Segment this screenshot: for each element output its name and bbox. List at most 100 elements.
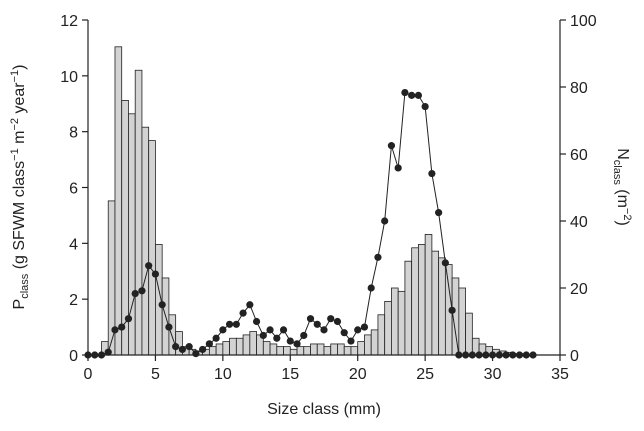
point xyxy=(401,88,409,97)
point xyxy=(239,309,247,317)
point xyxy=(279,326,288,334)
y-label-part: ) xyxy=(11,65,28,70)
point xyxy=(232,320,240,328)
point xyxy=(320,326,328,334)
point xyxy=(360,323,369,331)
x-tick-label: 25 xyxy=(416,366,434,383)
y-label-part: (g SFWM class xyxy=(11,161,28,274)
histogram-bar xyxy=(269,343,278,356)
point xyxy=(313,320,321,328)
x-tick-label: 5 xyxy=(151,366,160,383)
histogram-bar xyxy=(377,314,386,356)
histogram-bar xyxy=(262,341,271,356)
point xyxy=(145,262,153,270)
histogram-bar xyxy=(249,331,257,356)
y-tick-label: 6 xyxy=(69,181,78,198)
point xyxy=(327,315,335,323)
histogram-bar xyxy=(141,126,150,356)
histogram-bar xyxy=(148,140,156,356)
y2-label-part: −2 xyxy=(621,208,633,221)
point xyxy=(448,306,456,314)
histogram-bar xyxy=(303,346,311,356)
y-label-part: P xyxy=(11,299,28,310)
histogram-bar xyxy=(222,341,231,356)
y-tick-label: 4 xyxy=(69,236,78,253)
histogram-bar xyxy=(350,346,359,356)
y2-tick-label: 20 xyxy=(570,281,588,298)
y2-tick-label: 40 xyxy=(570,214,588,231)
histogram-bar xyxy=(215,343,224,356)
histogram-bar xyxy=(289,348,298,356)
histogram-bar xyxy=(316,343,325,356)
point xyxy=(219,326,227,334)
point xyxy=(273,334,281,342)
x-tick-label: 30 xyxy=(484,366,502,383)
point xyxy=(374,253,382,261)
y2-tick-label: 100 xyxy=(570,13,597,30)
histogram-bar xyxy=(458,287,467,356)
histogram-bar xyxy=(357,341,365,356)
point xyxy=(340,329,348,337)
histogram-bar xyxy=(276,346,284,356)
point xyxy=(441,259,449,267)
point xyxy=(111,326,119,334)
histogram-bar xyxy=(208,346,217,356)
y-tick-label: 0 xyxy=(69,348,78,365)
point xyxy=(124,315,133,323)
histogram-bar xyxy=(323,346,332,356)
point xyxy=(158,301,166,309)
y-label-part: −2 xyxy=(9,118,21,131)
histogram-bar xyxy=(411,247,419,356)
y2-tick-label: 80 xyxy=(570,80,588,97)
y-label-part: class xyxy=(19,273,31,299)
y2-axis-label: Nclass (m−2) xyxy=(611,148,633,226)
y-tick-label: 2 xyxy=(69,292,78,309)
point xyxy=(131,289,139,298)
point xyxy=(252,317,261,326)
y-label-part: −1 xyxy=(9,148,21,161)
histogram-bar xyxy=(330,343,338,356)
histogram-bar xyxy=(134,69,143,356)
point xyxy=(138,287,146,295)
histogram-bar xyxy=(310,343,318,356)
histogram-bar xyxy=(114,46,123,356)
x-tick-label: 35 xyxy=(551,366,569,383)
y2-label-part: class xyxy=(611,160,623,186)
y-axis-label: Pclass (g SFWM class−1 m−2 year−1) xyxy=(9,65,31,310)
histogram-bar xyxy=(364,334,372,356)
point xyxy=(165,323,173,331)
point xyxy=(421,102,429,111)
point xyxy=(333,317,342,326)
point xyxy=(394,164,402,172)
y2-tick-label: 60 xyxy=(570,147,588,164)
histogram-bar xyxy=(397,290,406,356)
point xyxy=(172,343,180,351)
point xyxy=(435,209,443,217)
y-tick-label: 8 xyxy=(69,125,78,142)
point xyxy=(192,350,200,358)
point xyxy=(185,343,193,351)
histogram-bar xyxy=(370,329,379,356)
y-label-part: −1 xyxy=(9,70,21,83)
point xyxy=(212,334,220,342)
y2-label-part: N xyxy=(614,148,631,160)
y-label-part: m xyxy=(11,131,28,149)
histogram-bar xyxy=(343,346,352,356)
histogram-bar xyxy=(417,244,426,356)
point xyxy=(414,91,422,99)
point xyxy=(428,169,436,178)
histogram-bar xyxy=(296,346,305,356)
histogram-bar xyxy=(465,312,473,356)
y-tick-label: 10 xyxy=(60,69,78,86)
y2-label-part: (m xyxy=(614,185,631,208)
point xyxy=(381,217,389,225)
histogram-bar xyxy=(229,337,237,356)
point xyxy=(286,337,294,345)
y2-tick-label: 0 xyxy=(570,348,579,365)
point xyxy=(266,326,274,334)
point xyxy=(178,345,186,354)
x-tick-label: 20 xyxy=(349,366,367,383)
point xyxy=(199,345,207,354)
point xyxy=(151,270,160,278)
point xyxy=(306,315,315,323)
